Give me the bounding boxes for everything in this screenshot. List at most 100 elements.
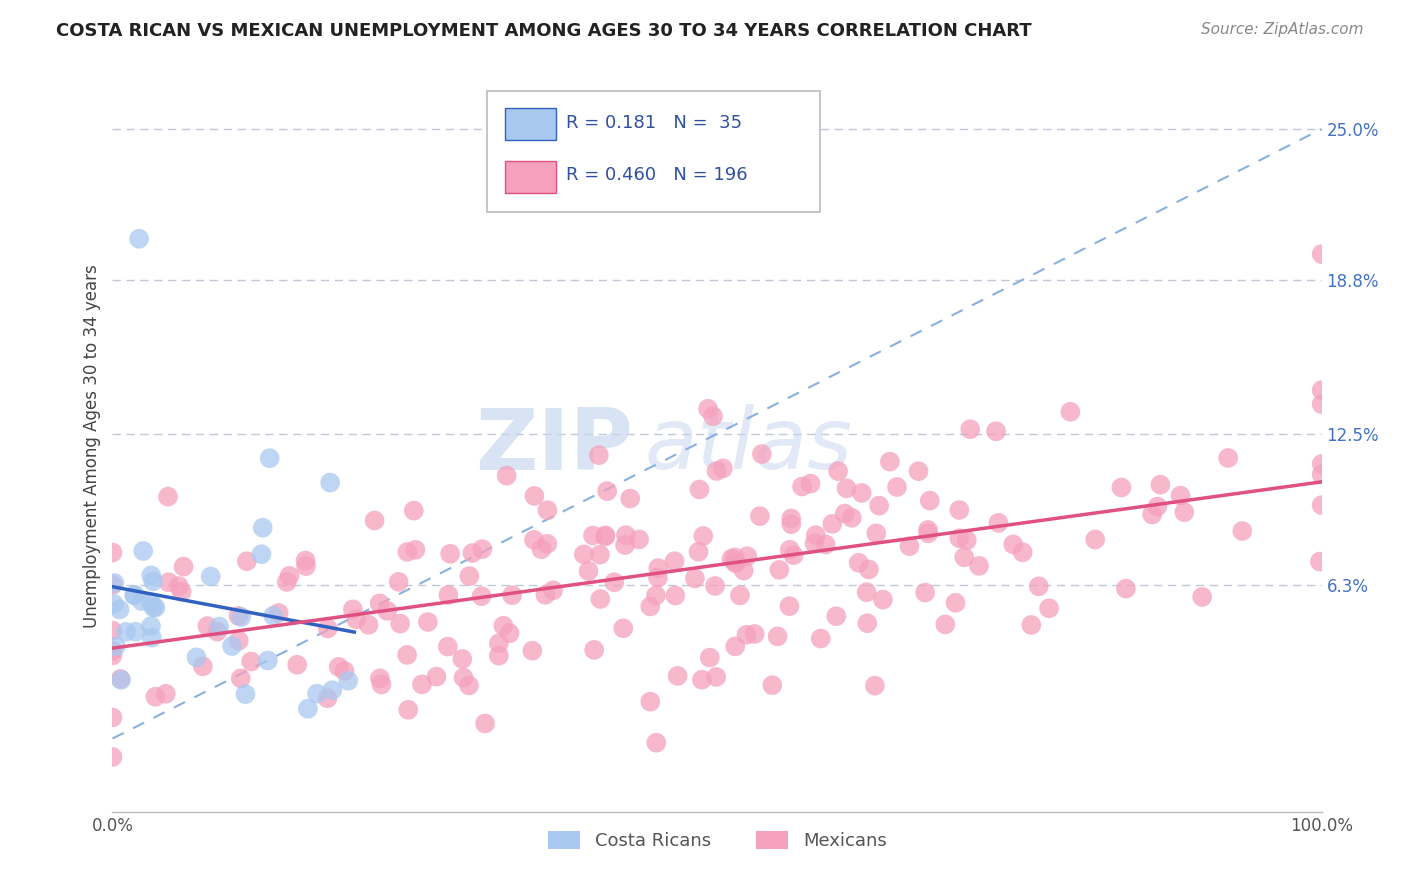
Point [316, 691, 339, 706]
Point [156, 490, 179, 504]
Point [879, 455, 901, 469]
Point [145, 690, 167, 704]
Point [628, 533, 651, 547]
Point [688, 483, 710, 497]
Point [122, 588, 145, 602]
Point [614, 528, 637, 542]
Point [451, 652, 474, 666]
Point [728, 588, 751, 602]
Point [748, 509, 770, 524]
Point [814, 537, 837, 551]
Point [337, 673, 360, 688]
Point [704, 670, 727, 684]
Point [984, 424, 1007, 438]
Point [370, 677, 392, 691]
Point [101, 624, 124, 638]
Point [453, 671, 475, 685]
Point [411, 677, 433, 691]
Point [690, 673, 713, 687]
Point [363, 514, 385, 528]
Text: ZIP: ZIP [475, 404, 633, 488]
Point [536, 537, 558, 551]
Point [733, 564, 755, 578]
Point [572, 548, 595, 562]
Point [396, 703, 419, 717]
Point [228, 608, 250, 623]
Point [170, 584, 193, 599]
Point [488, 636, 510, 650]
Point [704, 579, 727, 593]
Point [425, 670, 447, 684]
Point [778, 599, 800, 614]
Point [706, 464, 728, 478]
Point [790, 479, 813, 493]
Point [683, 571, 706, 585]
Point [948, 531, 970, 545]
Point [800, 476, 823, 491]
Point [692, 529, 714, 543]
Point [640, 695, 662, 709]
Point [103, 576, 125, 591]
Point [1232, 524, 1254, 538]
Point [200, 569, 222, 583]
Point [967, 558, 990, 573]
Point [186, 650, 208, 665]
Text: atlas: atlas [644, 404, 852, 488]
Point [285, 657, 308, 672]
Point [841, 510, 863, 524]
Point [834, 507, 856, 521]
Point [1038, 601, 1060, 615]
Point [1140, 508, 1163, 522]
Point [342, 602, 364, 616]
Point [780, 517, 803, 532]
Point [208, 619, 231, 633]
Point [101, 710, 124, 724]
Point [1111, 481, 1133, 495]
Point [596, 484, 619, 499]
Point [780, 511, 803, 525]
Point [886, 480, 908, 494]
Point [488, 648, 510, 663]
Point [439, 547, 461, 561]
Point [766, 629, 789, 643]
Point [582, 528, 605, 542]
Point [948, 503, 970, 517]
Point [578, 564, 600, 578]
Point [697, 401, 720, 416]
Point [724, 556, 747, 570]
Point [918, 493, 941, 508]
Point [305, 687, 328, 701]
Point [688, 545, 710, 559]
Point [907, 464, 929, 478]
Point [142, 600, 165, 615]
Point [782, 548, 804, 562]
Point [474, 716, 496, 731]
Point [1310, 467, 1333, 482]
Point [498, 626, 520, 640]
Point [297, 702, 319, 716]
Point [155, 687, 177, 701]
Point [235, 687, 257, 701]
Point [647, 571, 669, 585]
Point [157, 575, 180, 590]
Point [295, 559, 318, 574]
Point [195, 619, 218, 633]
Point [492, 619, 515, 633]
Text: R = 0.181   N =  35: R = 0.181 N = 35 [565, 113, 742, 132]
Point [724, 550, 747, 565]
Point [664, 589, 686, 603]
Point [956, 533, 979, 548]
Point [1170, 489, 1192, 503]
Point [388, 574, 411, 589]
FancyBboxPatch shape [506, 161, 557, 193]
Text: COSTA RICAN VS MEXICAN UNEMPLOYMENT AMONG AGES 30 TO 34 YEARS CORRELATION CHART: COSTA RICAN VS MEXICAN UNEMPLOYMENT AMON… [56, 22, 1032, 40]
Point [110, 673, 132, 687]
Point [724, 556, 747, 570]
Point [110, 672, 132, 686]
Point [257, 653, 280, 667]
Point [115, 624, 138, 639]
Point [321, 683, 343, 698]
Point [751, 447, 773, 461]
Point [1002, 537, 1025, 551]
Point [953, 550, 976, 565]
